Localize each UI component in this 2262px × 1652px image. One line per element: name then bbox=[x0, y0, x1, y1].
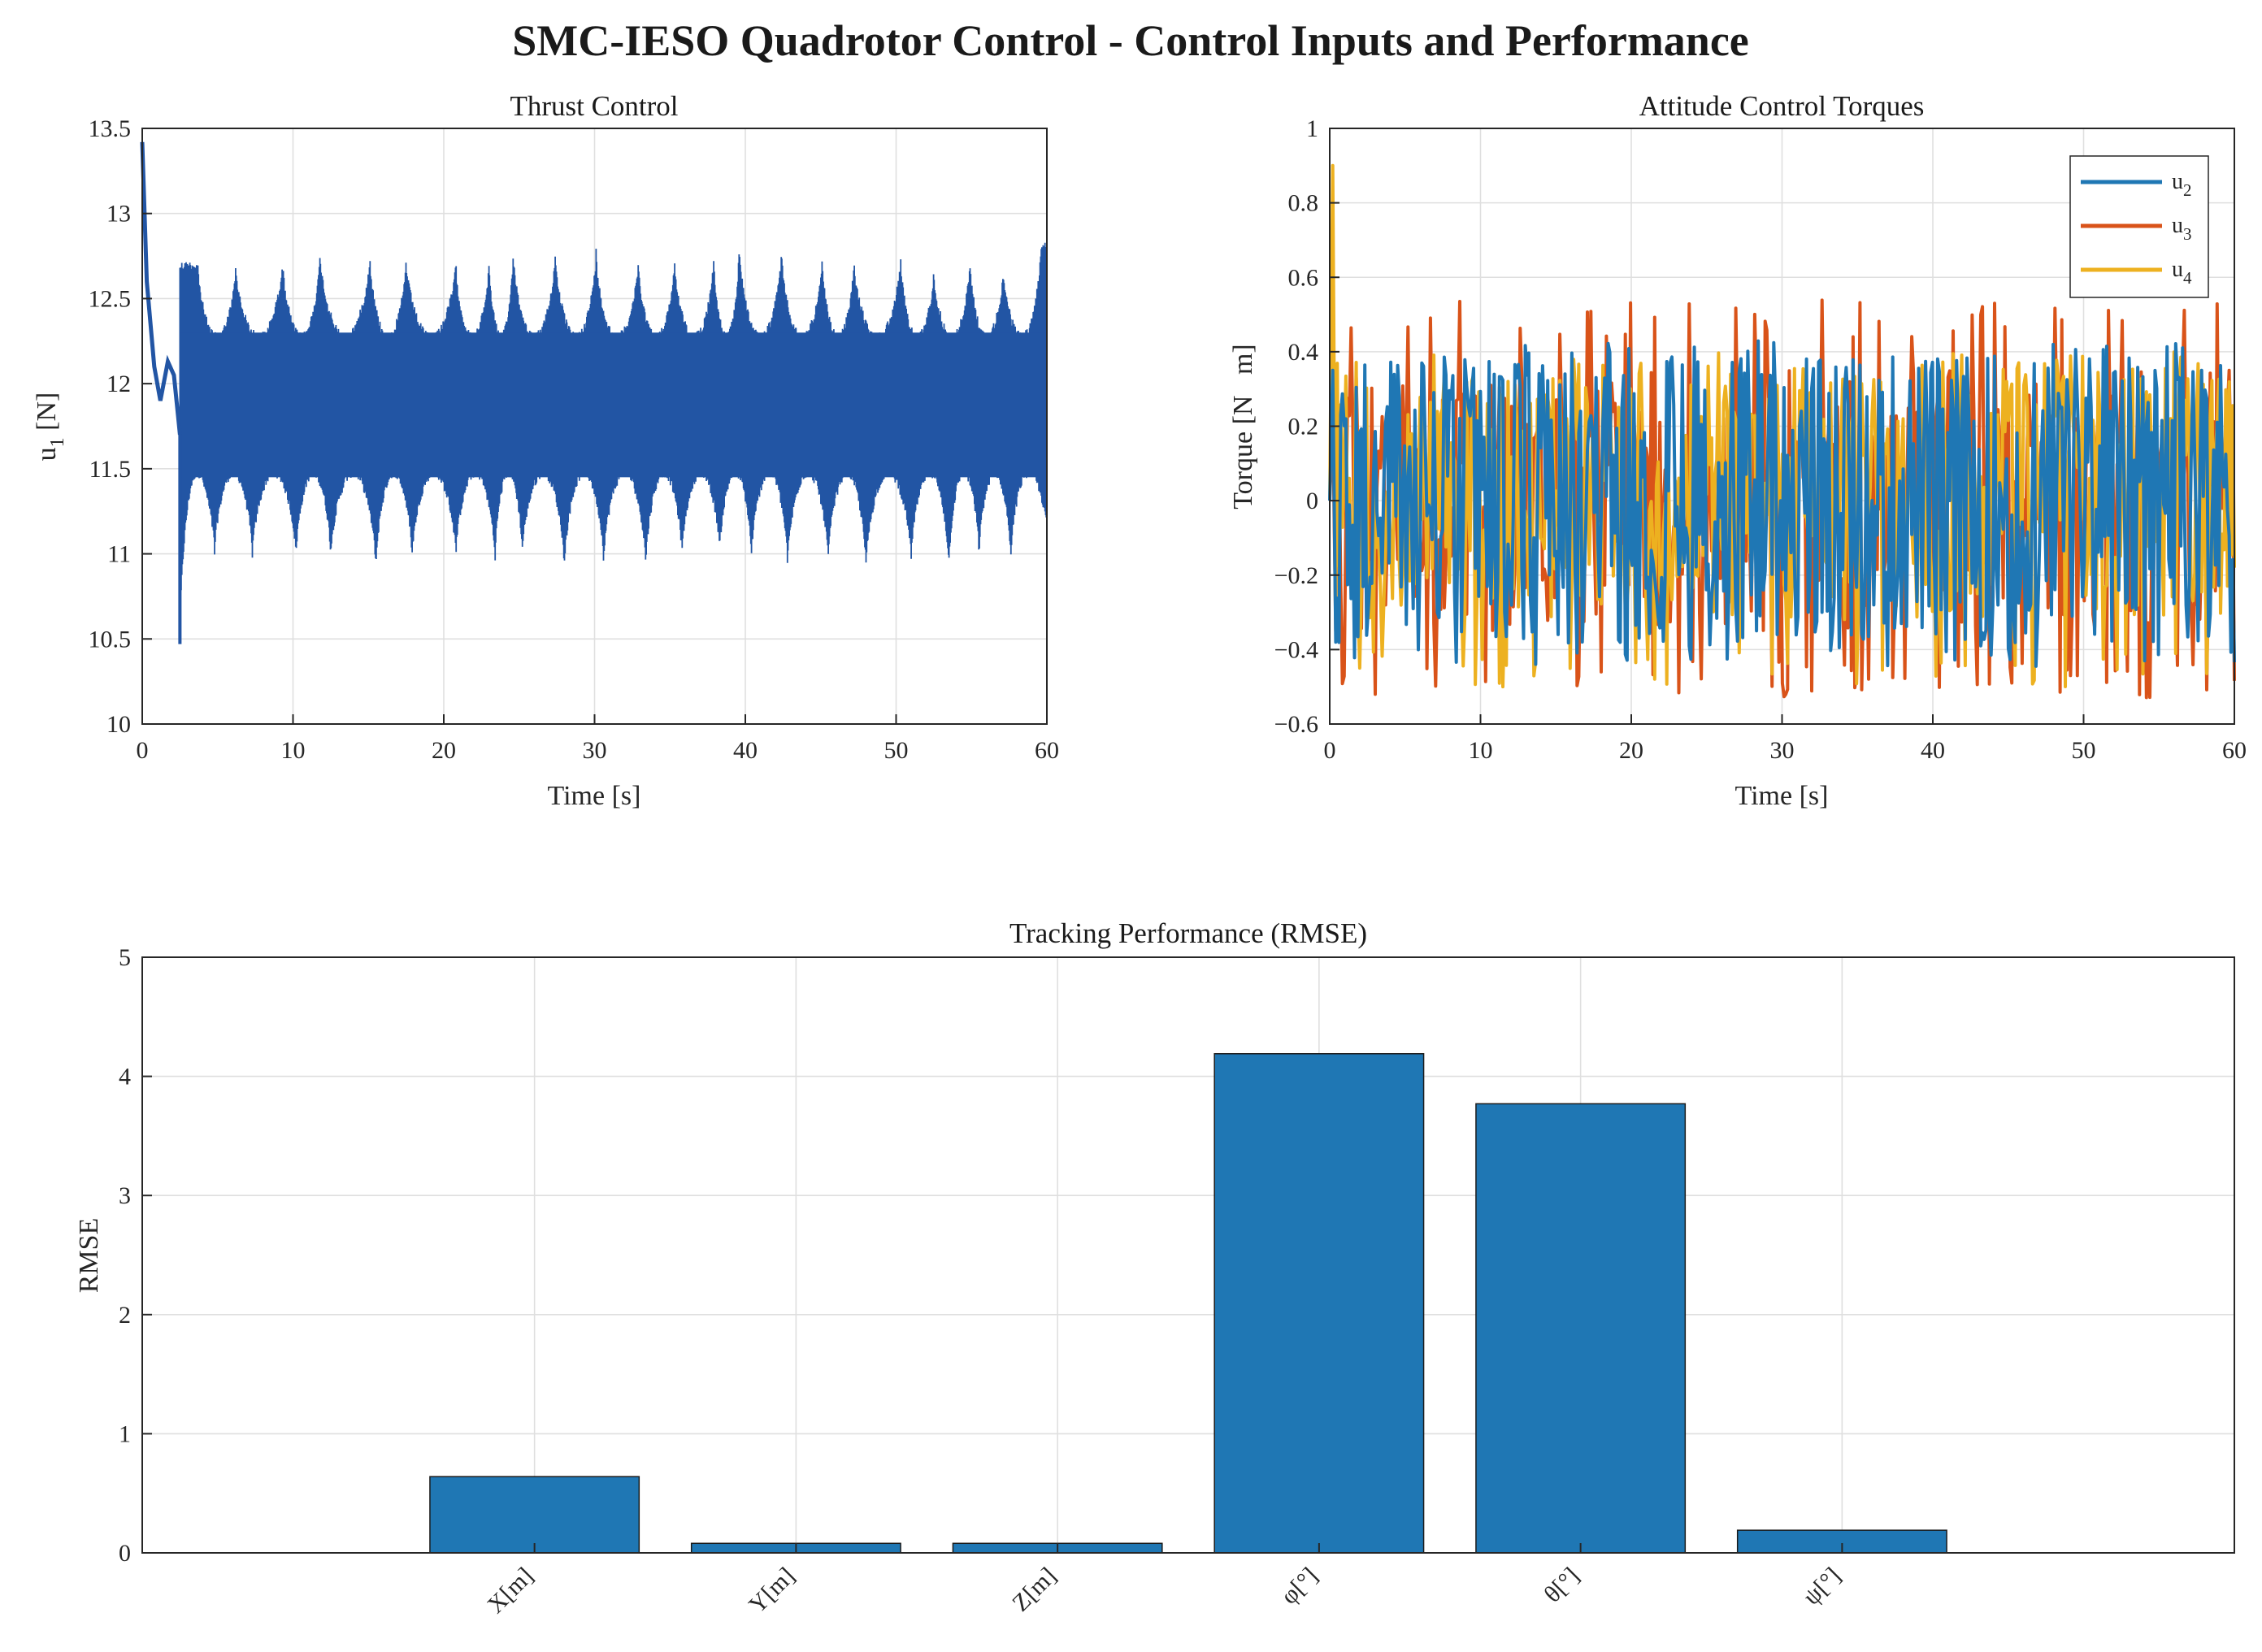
thrust-ytick-label: 13 bbox=[106, 201, 131, 228]
rmse-bar bbox=[1475, 1103, 1687, 1554]
rmse-ylabel: RMSE bbox=[74, 1218, 104, 1294]
legend-u2-main: u bbox=[2172, 169, 2183, 194]
thrust-ytick-label: 13.5 bbox=[89, 115, 132, 142]
legend-label-u3: u3 bbox=[2172, 213, 2192, 244]
thrust-series-u1 bbox=[140, 141, 1048, 644]
attitude-xtick-label: 60 bbox=[2222, 737, 2247, 764]
rmse-axes-frame bbox=[141, 956, 2235, 1554]
legend-u4-sub: 4 bbox=[2183, 268, 2192, 288]
rmse-category-label: ψ[°] bbox=[1798, 1563, 1846, 1611]
attitude-title: Attitude Control Torques bbox=[1639, 90, 1925, 122]
thrust-xtick-label: 40 bbox=[733, 737, 758, 764]
thrust-xtick-label: 30 bbox=[583, 737, 607, 764]
thrust-title: Thrust Control bbox=[510, 90, 678, 122]
legend-u3-main: u bbox=[2172, 213, 2183, 238]
thrust-xtick-label: 50 bbox=[884, 737, 909, 764]
rmse-ytick-label: 4 bbox=[119, 1064, 131, 1090]
rmse-category-label: X[m] bbox=[482, 1563, 538, 1619]
attitude-ytick-label: −0.6 bbox=[1274, 711, 1318, 738]
thrust-ytick-label: 12 bbox=[106, 371, 131, 397]
thrust-ytick-label: 12.5 bbox=[89, 285, 132, 312]
rmse-ytick-label: 5 bbox=[119, 944, 131, 971]
rmse-category-label: Z[m] bbox=[1007, 1563, 1062, 1617]
attitude-chart: 0 10 20 30 40 50 60−0.6−0.4−0.200.20.40.60.81 … bbox=[1228, 90, 2247, 811]
rmse-ytick-label: 2 bbox=[119, 1302, 131, 1329]
attitude-legend: u2 u3 u4 bbox=[2069, 155, 2209, 298]
attitude-ytick-label: 0.8 bbox=[1288, 190, 1319, 217]
thrust-ytick-label: 11 bbox=[107, 541, 131, 568]
legend-label-u2: u2 bbox=[2172, 169, 2192, 200]
thrust-xtick-label: 20 bbox=[432, 737, 456, 764]
attitude-ytick-label: 1 bbox=[1306, 115, 1318, 142]
attitude-ytick-label: 0 bbox=[1306, 488, 1318, 514]
attitude-ytick-label: −0.4 bbox=[1274, 636, 1318, 663]
rmse-plot-area bbox=[142, 957, 2234, 1553]
thrust-xtick-label: 0 bbox=[137, 737, 149, 764]
attitude-axes-frame bbox=[1329, 128, 2235, 725]
rmse-ytick-label: 0 bbox=[119, 1540, 131, 1567]
legend-u2-sub: 2 bbox=[2183, 180, 2192, 200]
thrust-core-band bbox=[180, 332, 1047, 478]
attitude-xtick-label: 50 bbox=[2072, 737, 2096, 764]
thrust-ytick-label: 10.5 bbox=[89, 626, 132, 653]
rmse-chart: 0 1 2 3 4 5 X[m] Y[m] Z[m] φ[°] θ[°] ψ[°] Tracking … bbox=[74, 917, 2235, 1619]
attitude-line-u2 bbox=[1328, 339, 2236, 668]
attitude-xtick-label: 30 bbox=[1770, 737, 1795, 764]
attitude-series bbox=[1328, 163, 2236, 700]
thrust-xlabel: Time [s] bbox=[548, 781, 641, 811]
thrust-ytick-label: 11.5 bbox=[89, 456, 131, 483]
thrust-xtick-label: 60 bbox=[1035, 737, 1059, 764]
rmse-ytick-label: 3 bbox=[119, 1182, 131, 1209]
rmse-category-label: φ[°] bbox=[1276, 1563, 1323, 1610]
rmse-bar bbox=[429, 1476, 640, 1554]
legend-u4-main: u bbox=[2172, 257, 2183, 282]
attitude-xlabel: Time [s] bbox=[1735, 781, 1829, 811]
attitude-ylabel: Torque [N m] bbox=[1228, 344, 1258, 509]
attitude-ytick-label: 0.2 bbox=[1288, 414, 1319, 440]
thrust-axes-frame bbox=[141, 128, 1048, 725]
rmse-title: Tracking Performance (RMSE) bbox=[1009, 917, 1367, 949]
rmse-ytick-label: 1 bbox=[119, 1420, 131, 1447]
attitude-ytick-label: −0.2 bbox=[1274, 562, 1318, 589]
rmse-category-label: θ[°] bbox=[1539, 1563, 1584, 1608]
attitude-xtick-label: 10 bbox=[1469, 737, 1493, 764]
attitude-xtick-label: 0 bbox=[1324, 737, 1336, 764]
attitude-ytick-label: 0.4 bbox=[1288, 339, 1319, 366]
legend-u3-sub: 3 bbox=[2183, 224, 2192, 244]
attitude-xtick-label: 40 bbox=[1921, 737, 1945, 764]
thrust-ylabel-main: u bbox=[32, 447, 62, 461]
attitude-xtick-label: 20 bbox=[1619, 737, 1643, 764]
thrust-ytick-label: 10 bbox=[106, 711, 131, 738]
thrust-ylabel-sub: 1 bbox=[47, 437, 68, 447]
attitude-ytick-label: 0.6 bbox=[1288, 264, 1319, 291]
figure-title: SMC-IESO Quadrotor Control - Control Inp… bbox=[512, 16, 1749, 65]
rmse-bar bbox=[1213, 1052, 1425, 1554]
thrust-ylabel-unit: [N] bbox=[32, 392, 62, 438]
rmse-bars bbox=[429, 1052, 1947, 1554]
thrust-ylabel: u1 [N] bbox=[32, 392, 68, 462]
rmse-category-label: Y[m] bbox=[744, 1563, 800, 1619]
thrust-xtick-label: 10 bbox=[281, 737, 306, 764]
attitude-ticks: 0 10 20 30 40 50 60 −0.6 −0.4 −0.2 0 0.2 0.4 0.6 0.8 1 bbox=[1274, 115, 2247, 764]
thrust-initial-transient bbox=[140, 141, 182, 436]
legend-label-u4: u4 bbox=[2172, 257, 2192, 288]
